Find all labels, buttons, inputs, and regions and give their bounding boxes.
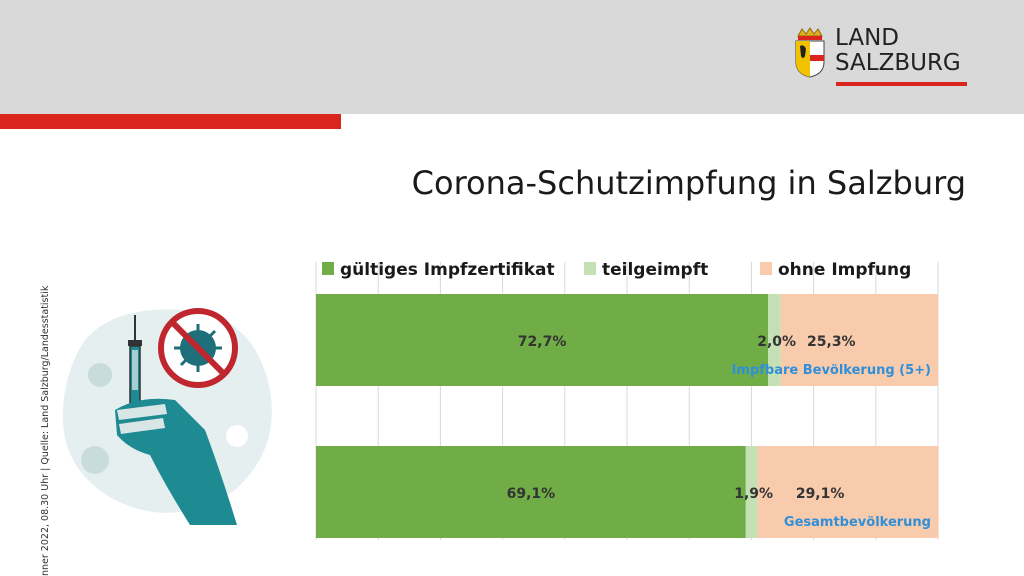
chart-legend: gültiges Impfzertifikat teilgeimpft ohne I… bbox=[322, 260, 911, 280]
bar-value-label: 2,0% bbox=[757, 334, 796, 350]
chart-bars: 72,7% 2,0% 25,3% Impfbare Bevölkerung (5+) 6… bbox=[316, 294, 939, 538]
logo-line-2: SALZBURG bbox=[835, 50, 961, 76]
category-label: Gesamtbevölkerung bbox=[784, 515, 931, 530]
bar-segment bbox=[316, 446, 746, 538]
bar-segment bbox=[316, 294, 769, 386]
bar-segment bbox=[745, 446, 758, 538]
header-bar bbox=[0, 0, 1024, 114]
legend-label: ohne Impfung bbox=[778, 260, 911, 280]
logo-underline bbox=[836, 82, 967, 86]
vaccination-illustration bbox=[62, 308, 272, 525]
bar-value-label: 25,3% bbox=[807, 334, 856, 350]
legend-label: teilgeimpft bbox=[602, 260, 708, 280]
coat-of-arms-icon bbox=[795, 27, 825, 78]
bar-value-label: 1,9% bbox=[734, 486, 773, 502]
category-label: Impfbare Bevölkerung (5+) bbox=[732, 363, 931, 378]
bar-segment bbox=[757, 446, 939, 538]
bar-value-label: 29,1% bbox=[796, 486, 845, 502]
land-salzburg-logo: LAND SALZBURG bbox=[793, 26, 973, 90]
bar-segment bbox=[780, 294, 938, 386]
virus-icon bbox=[81, 363, 112, 474]
logo-wordmark: LAND SALZBURG bbox=[835, 26, 961, 76]
bar-segment bbox=[768, 294, 781, 386]
header-accent-bar bbox=[0, 114, 341, 129]
legend-swatch bbox=[584, 262, 596, 275]
bar-value-label: 69,1% bbox=[507, 486, 556, 502]
legend-swatch bbox=[322, 262, 334, 275]
legend-label: gültiges Impfzertifikat bbox=[340, 260, 555, 280]
no-virus-sign-icon bbox=[158, 308, 238, 388]
legend-swatch bbox=[760, 262, 772, 275]
bar-value-label: 72,7% bbox=[518, 334, 567, 350]
logo-line-1: LAND bbox=[835, 25, 899, 51]
virus-white-icon bbox=[226, 425, 248, 447]
page-title: Corona-Schutzimpfung in Salzburg bbox=[411, 164, 966, 202]
